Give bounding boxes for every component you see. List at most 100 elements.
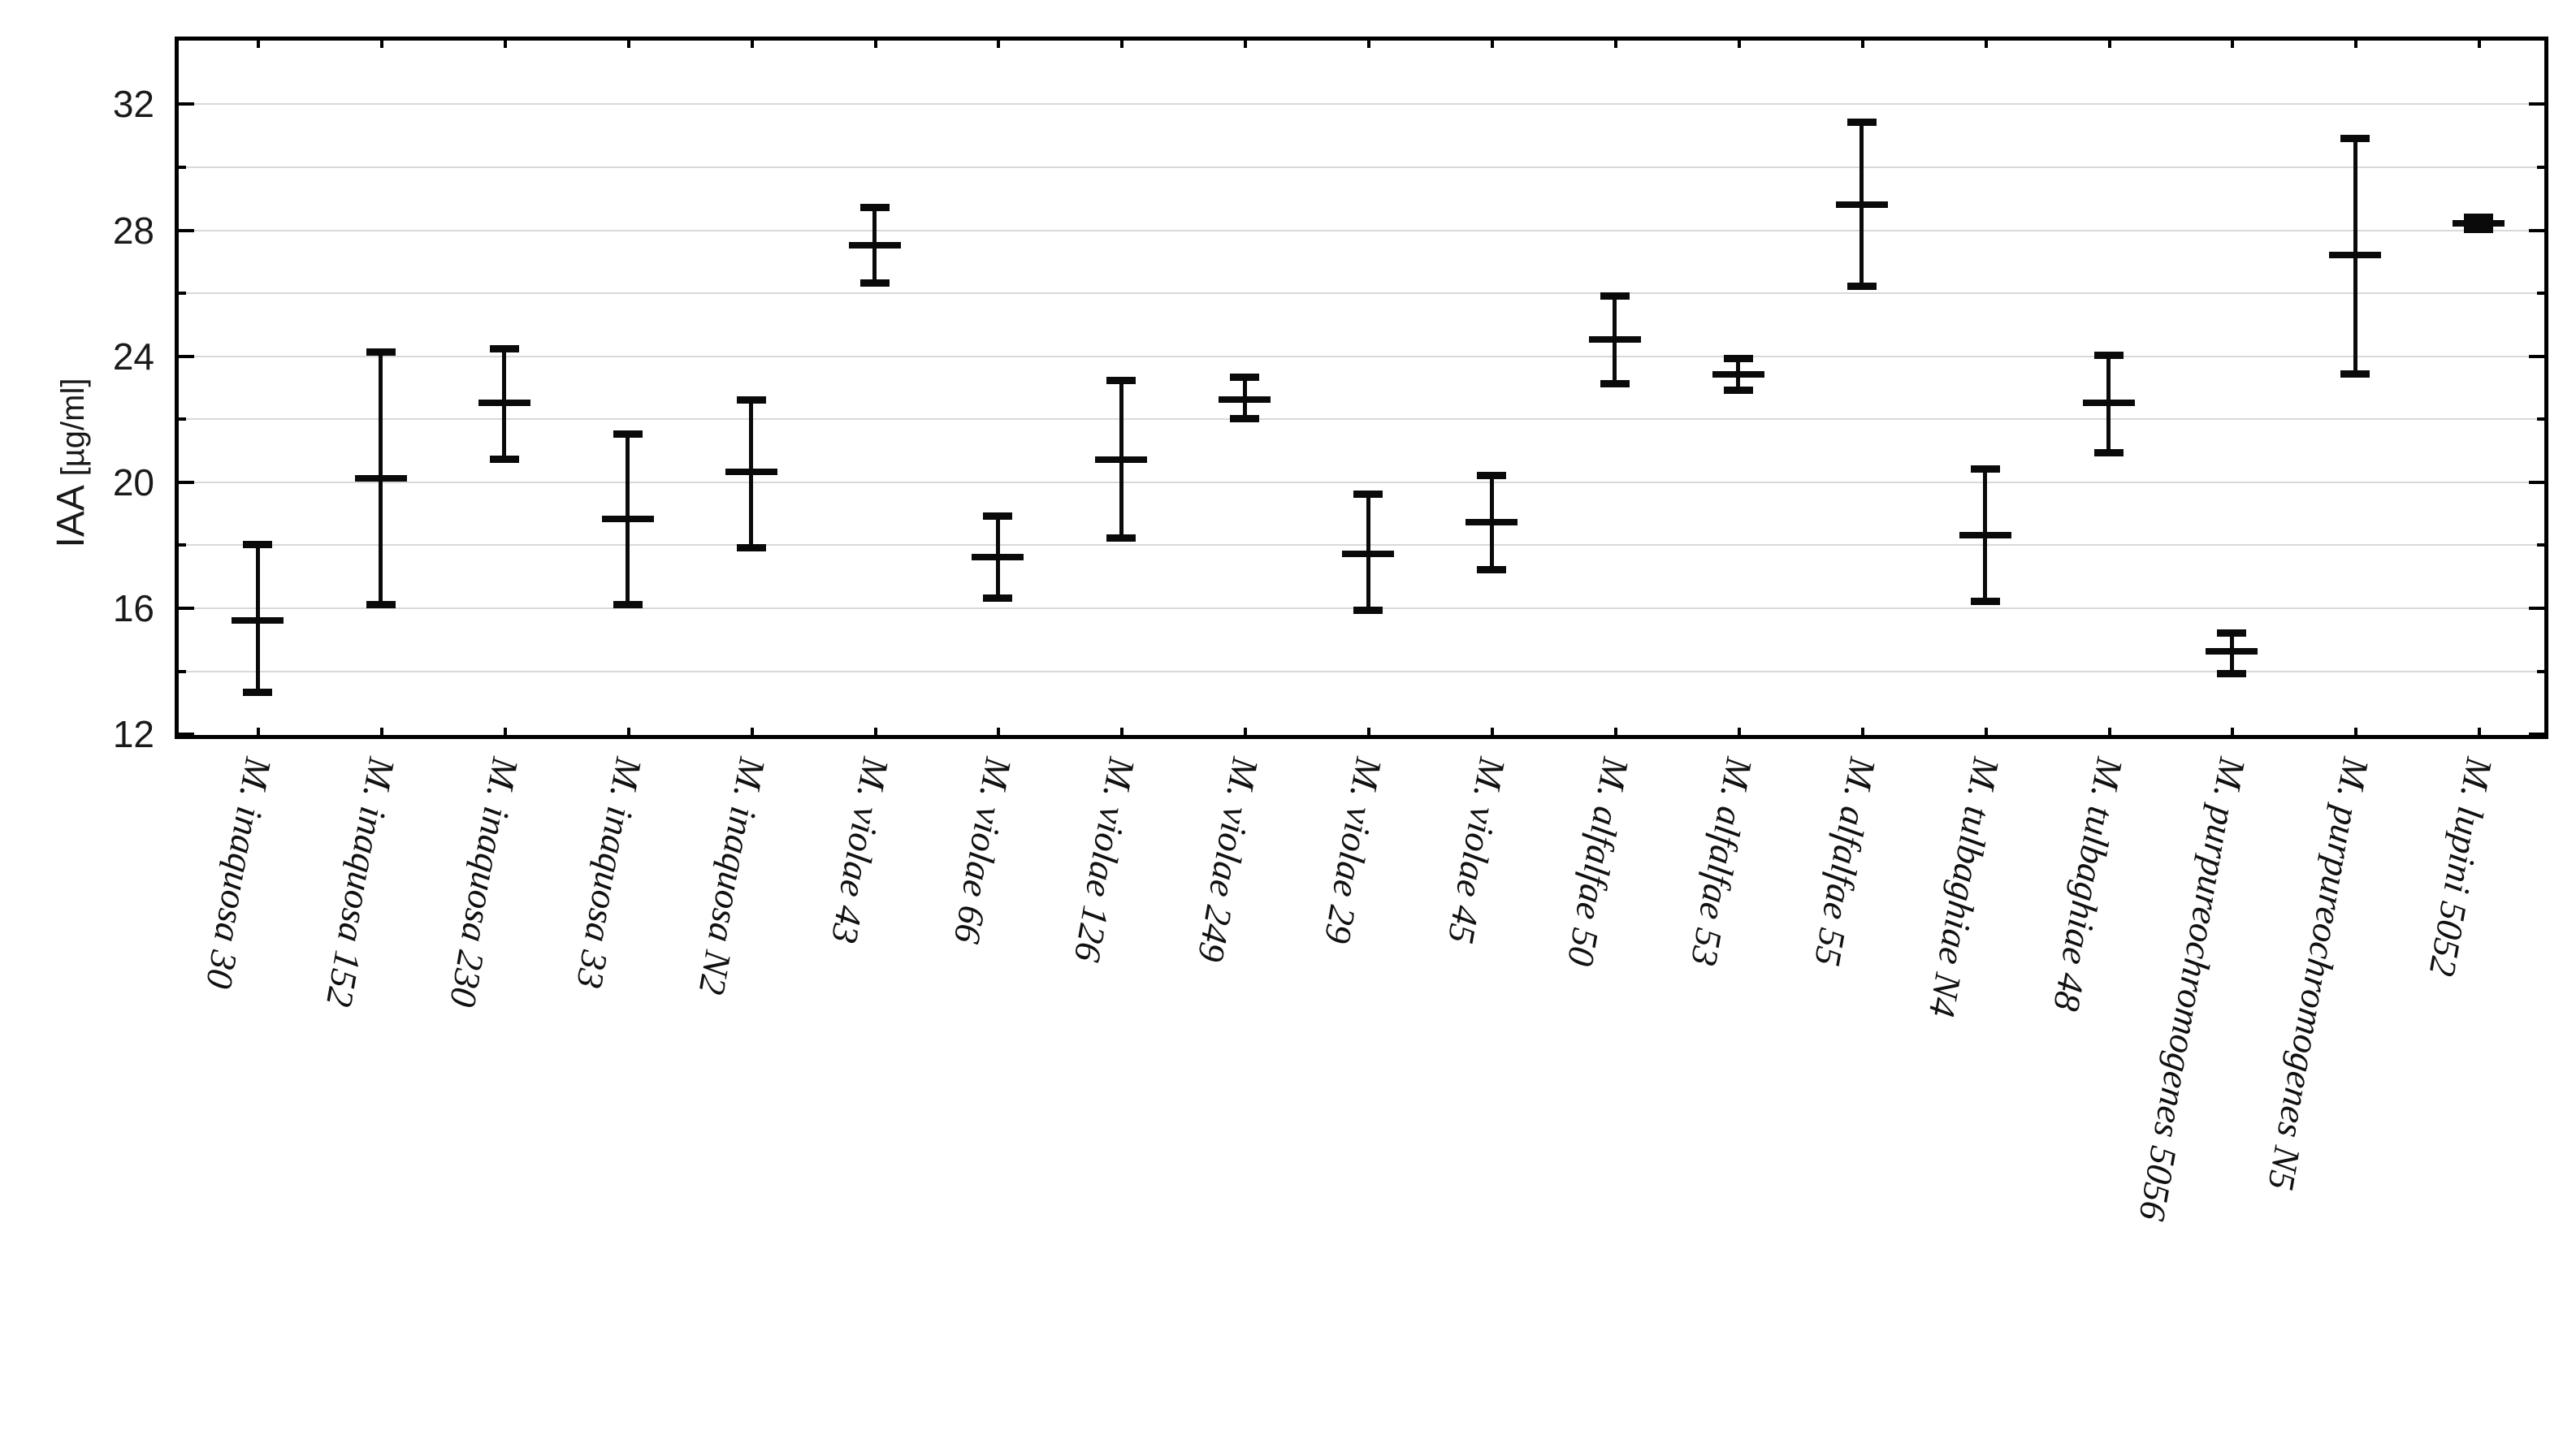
category-label-6: M. violae 43 (823, 754, 897, 947)
y-tick-right-18 (2537, 543, 2548, 547)
gridline-30 (179, 166, 2544, 168)
category-label-19: M. lupini 5052 (2421, 754, 2501, 979)
gridline-20 (179, 481, 2544, 483)
y-tick-left-32 (175, 102, 194, 106)
errorbar-cap-top (2093, 352, 2124, 360)
category-label-16: M. tulbaghiae 48 (2045, 754, 2131, 1014)
category-label-2: M. inaquosa 152 (318, 754, 403, 1010)
errorbar-cap-top (1846, 119, 1877, 127)
category-label-5: M. inaquosa N2 (691, 754, 773, 998)
errorbar-cap-bottom (1970, 597, 2000, 605)
x-tick-bottom-1 (257, 728, 260, 739)
category-label-1: M. inaquosa 30 (197, 754, 280, 992)
x-tick-bottom-9 (1244, 728, 1248, 739)
gridline-18 (179, 544, 2544, 547)
x-tick-top-7 (997, 37, 1001, 48)
errorbar-cap-bottom (1477, 565, 1506, 573)
y-tick-left-12 (175, 733, 194, 737)
errorbar-cap-top (2464, 213, 2494, 221)
x-tick-bottom-10 (1367, 728, 1371, 739)
errorbar-cap-bottom (489, 456, 519, 464)
y-tick-label-24: 24 (112, 335, 154, 378)
errorbar-mean (972, 553, 1024, 560)
y-tick-right-26 (2537, 292, 2548, 296)
errorbar-cap-bottom (1723, 386, 1753, 394)
y-tick-right-24 (2529, 354, 2548, 358)
y-tick-label-12: 12 (112, 713, 154, 756)
x-tick-bottom-6 (873, 728, 877, 739)
x-tick-bottom-14 (1860, 728, 1864, 739)
errorbar-cap-bottom (1353, 607, 1383, 615)
category-label-4: M. inaquosa 33 (568, 754, 650, 992)
y-tick-right-30 (2537, 165, 2548, 169)
x-tick-bottom-4 (626, 728, 630, 739)
errorbar-cap-bottom (1846, 282, 1877, 290)
errorbar-cap-bottom (2093, 449, 2124, 457)
x-tick-top-9 (1244, 37, 1248, 48)
x-tick-bottom-2 (379, 728, 383, 739)
plot-area (175, 37, 2548, 739)
y-tick-left-26 (175, 292, 186, 296)
errorbar-cap-bottom (736, 543, 766, 551)
y-tick-label-28: 28 (112, 209, 154, 252)
errorbar-mean (2329, 251, 2382, 258)
errorbar-cap-bottom (613, 600, 643, 608)
errorbar-cap-bottom (983, 594, 1013, 602)
x-tick-top-18 (2354, 37, 2358, 48)
category-label-3: M. inaquosa 230 (441, 754, 526, 1010)
errorbar-cap-top (1106, 377, 1136, 385)
errorbar-cap-top (613, 430, 643, 439)
errorbar-mean (1466, 519, 1517, 526)
y-tick-left-22 (175, 417, 186, 421)
x-tick-top-8 (1120, 37, 1124, 48)
category-label-13: M. alfalfae 53 (1682, 754, 1760, 970)
x-tick-top-1 (257, 37, 260, 48)
errorbar-mean (1588, 336, 1641, 344)
x-tick-bottom-7 (997, 728, 1001, 739)
y-tick-right-16 (2529, 607, 2548, 611)
x-tick-bottom-17 (2231, 728, 2235, 739)
x-tick-top-15 (1984, 37, 1988, 48)
category-label-15: M. tulbaghiae N4 (1920, 754, 2007, 1021)
x-tick-bottom-5 (750, 728, 754, 739)
errorbar-mean (848, 241, 901, 249)
errorbar-mean (1959, 531, 2011, 538)
errorbar-cap-top (243, 540, 272, 548)
x-tick-top-4 (626, 37, 630, 48)
errorbar-mean (1095, 456, 1148, 463)
category-label-17: M. purpureochromogenes 5056 (2131, 754, 2254, 1224)
errorbar-cap-bottom (1600, 380, 1630, 388)
errorbar-cap-top (489, 345, 519, 353)
errorbar-cap-top (366, 348, 396, 357)
x-tick-top-13 (1737, 37, 1741, 48)
errorbar-mean (1342, 551, 1395, 558)
gridline-26 (179, 292, 2544, 295)
y-tick-label-16: 16 (112, 587, 154, 630)
y-tick-left-18 (175, 543, 186, 547)
category-label-8: M. violae 126 (1066, 754, 1144, 966)
y-tick-right-28 (2529, 228, 2548, 232)
x-tick-top-14 (1860, 37, 1864, 48)
y-tick-right-22 (2537, 417, 2548, 421)
errorbar-cap-top (1477, 471, 1506, 479)
errorbar-cap-top (1723, 355, 1753, 363)
errorbar-cap-top (983, 512, 1013, 521)
errorbar-cap-top (736, 395, 766, 404)
errorbar-cap-bottom (859, 279, 890, 287)
y-tick-label-20: 20 (112, 460, 154, 504)
errorbar-cap-bottom (2217, 669, 2247, 677)
x-tick-bottom-3 (503, 728, 507, 739)
gridline-14 (179, 670, 2544, 672)
x-tick-top-3 (503, 37, 507, 48)
x-tick-top-2 (379, 37, 383, 48)
errorbar-mean (601, 516, 654, 523)
x-tick-bottom-13 (1737, 728, 1741, 739)
errorbar-cap-top (1970, 465, 2000, 473)
x-tick-top-5 (750, 37, 754, 48)
errorbar-cap-bottom (2340, 370, 2370, 378)
category-label-11: M. violae 45 (1440, 754, 1514, 947)
category-label-18: M. purpureochromogenes N5 (2260, 754, 2378, 1194)
y-tick-right-32 (2529, 102, 2548, 106)
y-tick-left-20 (175, 480, 194, 484)
gridline-22 (179, 418, 2544, 421)
